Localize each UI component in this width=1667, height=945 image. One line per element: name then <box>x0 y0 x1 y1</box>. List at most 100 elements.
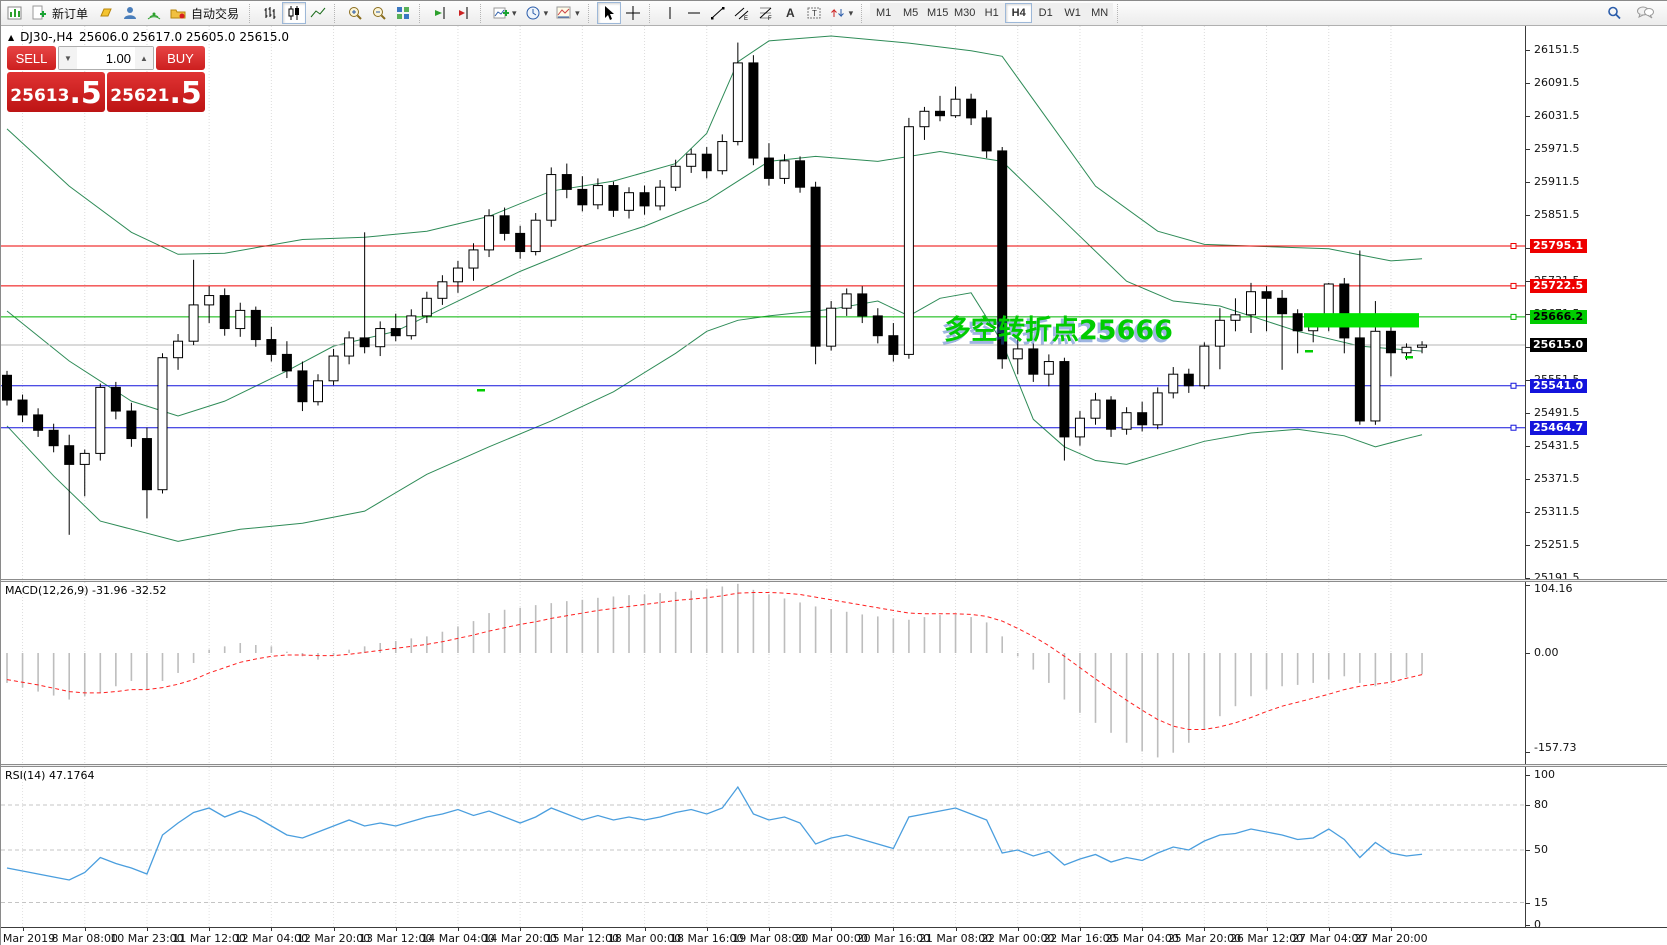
rsi-plot-area[interactable] <box>1 767 1525 927</box>
price-axis[interactable]: 26151.5 26091.5 26031.5 25971.5 25911.5 25851… <box>1525 26 1667 583</box>
time-tick <box>146 928 148 931</box>
time-tick-label: 15 Mar 12:00 <box>545 932 620 945</box>
sell-price-value: 25613 <box>10 86 70 106</box>
trendline-tool-button[interactable] <box>706 2 730 24</box>
buy-button[interactable]: BUY <box>156 46 205 70</box>
level-line-handle[interactable] <box>1510 424 1517 431</box>
fibonacci-tool-button[interactable]: F <box>754 2 778 24</box>
collapse-triangle-icon[interactable]: ▲ <box>8 32 15 42</box>
level-price-label[interactable]: 25541.0 <box>1530 378 1588 393</box>
sell-button[interactable]: SELL <box>7 46 56 70</box>
new-order-button[interactable]: 新订单 <box>27 2 94 24</box>
time-axis[interactable]: Mar 2019 8 Mar 08:00 10 Mar 23:00 11 Mar 12… <box>1 927 1667 945</box>
fractal-mark <box>477 389 485 392</box>
timeframe-m30-button[interactable]: M30 <box>951 3 979 23</box>
timeframe-m1-button[interactable]: M1 <box>870 3 898 23</box>
signal-button[interactable] <box>142 2 166 24</box>
time-tick <box>1390 928 1392 931</box>
timeframe-w1-button[interactable]: W1 <box>1059 3 1087 23</box>
horizontal-line-tool-button[interactable] <box>682 2 706 24</box>
bull-candle <box>437 281 448 299</box>
macd-tick <box>1526 653 1530 654</box>
vertical-line-tool-button[interactable] <box>658 2 682 24</box>
auto-trading-label: 自动交易 <box>191 6 240 21</box>
auto-scroll-button[interactable] <box>428 2 452 24</box>
chart-text-annotation[interactable]: 多空转折点25666 <box>944 315 1173 346</box>
bull-candle <box>950 98 961 117</box>
price-tick <box>1526 181 1530 183</box>
chat-button[interactable] <box>1632 2 1658 24</box>
crosshair-icon <box>625 6 640 20</box>
text-label-tool-button[interactable]: T <box>802 2 826 24</box>
macd-plot-area[interactable] <box>1 582 1525 764</box>
fractal-mark <box>1305 350 1313 353</box>
indicators-button[interactable]: ▾ <box>489 2 521 24</box>
bear-candle <box>390 328 401 337</box>
rsi-tick <box>1526 925 1530 926</box>
bull-candle <box>1090 399 1101 419</box>
bear-candle <box>981 117 992 152</box>
volume-increase-button[interactable]: ▲ <box>135 47 153 69</box>
price-chart-panel: ▲ DJ30-,H4 25606.0 25617.0 25605.0 25615… <box>1 26 1667 583</box>
volume-decrease-button[interactable]: ▼ <box>59 47 77 69</box>
arrows-tool-button[interactable]: ▾ <box>826 2 858 24</box>
toolbar-separator <box>334 3 340 23</box>
market-watch-button[interactable] <box>94 2 118 24</box>
level-line-handle[interactable] <box>1510 243 1517 249</box>
level-line-handle[interactable] <box>1510 282 1517 289</box>
time-tick <box>768 928 770 931</box>
templates-button[interactable]: ▾ <box>552 2 584 24</box>
crosshair-tool-button[interactable] <box>621 2 645 24</box>
bar-chart-mode-button[interactable] <box>258 2 282 24</box>
chart-shift-button[interactable] <box>452 2 476 24</box>
timeframe-d1-button[interactable]: D1 <box>1032 3 1060 23</box>
time-tick <box>84 928 86 931</box>
zoom-out-button[interactable] <box>367 2 391 24</box>
candlestick-mode-button[interactable] <box>282 2 307 24</box>
periods-button[interactable]: ▾ <box>521 2 553 24</box>
horizontal-line-icon <box>687 12 700 14</box>
rsi-axis[interactable]: 100 80 50 15 0 <box>1525 767 1667 931</box>
timeframe-mn-button[interactable]: MN <box>1086 3 1114 23</box>
text-tool-button[interactable]: A <box>778 2 802 24</box>
level-price-label[interactable]: 25666.2 <box>1530 309 1588 324</box>
buy-price-tile[interactable]: 25621.5 <box>107 72 205 112</box>
panel-splitter[interactable] <box>1 579 1667 582</box>
volume-input[interactable] <box>77 47 135 69</box>
timeframe-m5-button[interactable]: M5 <box>897 3 925 23</box>
macd-scale-label: 104.16 <box>1534 582 1573 595</box>
time-tick-label: 19 Mar 08:00 <box>732 932 806 945</box>
level-price-label[interactable]: 25722.5 <box>1530 278 1588 293</box>
auto-trading-button[interactable]: 自动交易 <box>166 2 245 24</box>
new-chart-button[interactable] <box>3 2 27 24</box>
tile-windows-button[interactable] <box>391 2 415 24</box>
timeframe-h1-button[interactable]: H1 <box>978 3 1006 23</box>
level-line-handle[interactable] <box>1510 382 1517 389</box>
level-price-label[interactable]: 25464.7 <box>1530 420 1588 435</box>
zoom-out-icon <box>373 7 386 20</box>
timeframe-toolbar: M1 M5 M15 M30 H1 H4 D1 W1 MN <box>870 1 1114 26</box>
cursor-tool-button[interactable] <box>596 2 621 24</box>
zoom-in-button[interactable] <box>343 2 367 24</box>
channel-tool-button[interactable]: E <box>730 2 754 24</box>
timeframe-h4-button[interactable]: H4 <box>1005 3 1033 23</box>
bear-candle <box>639 192 650 207</box>
current-price-label[interactable]: 25615.0 <box>1530 338 1588 353</box>
rsi-scale-label: 80 <box>1534 798 1548 811</box>
macd-axis[interactable]: 104.16 0.00 -157.73 <box>1525 582 1667 764</box>
new-order-label: 新订单 <box>52 6 89 21</box>
metaeditor-button[interactable] <box>118 2 142 24</box>
bear-candle <box>561 174 572 190</box>
bear-candle <box>110 386 121 412</box>
level-line-handle[interactable] <box>1510 313 1517 320</box>
line-chart-mode-button[interactable] <box>306 2 330 24</box>
panel-splitter[interactable] <box>1 764 1667 767</box>
search-button[interactable] <box>1602 2 1626 24</box>
timeframe-m15-button[interactable]: M15 <box>924 3 952 23</box>
zoom-in-icon <box>349 7 362 20</box>
price-plot-area[interactable] <box>1 26 1525 579</box>
level-price-label[interactable]: 25795.1 <box>1530 239 1588 253</box>
highlight-rectangle[interactable] <box>1304 313 1419 328</box>
sell-price-tile[interactable]: 25613.5 <box>7 72 105 112</box>
